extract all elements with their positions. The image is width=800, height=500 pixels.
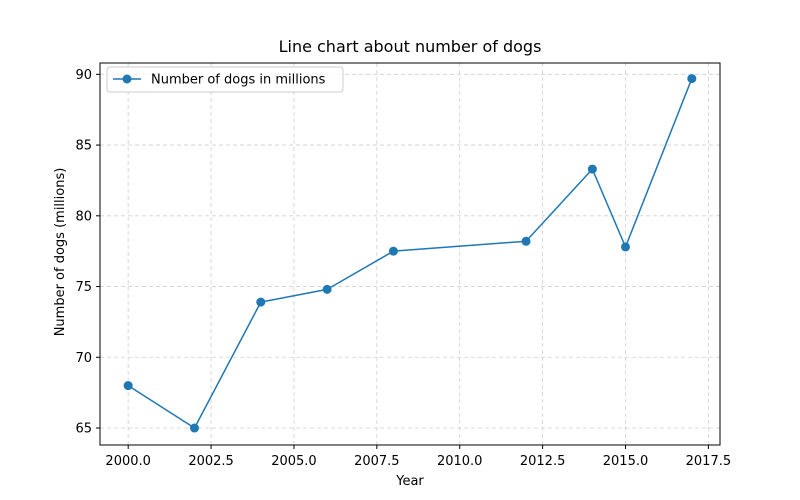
data-point: [621, 242, 631, 252]
y-axis-title: Number of dogs (millions): [53, 168, 68, 337]
data-point: [322, 284, 332, 294]
chart-title: Line chart about number of dogs: [279, 37, 542, 56]
x-tick-label: 2005.0: [271, 454, 317, 469]
x-tick-label: 2007.5: [354, 454, 400, 469]
series-layer: [123, 74, 697, 433]
x-tick-label: 2015.0: [603, 454, 649, 469]
data-point: [587, 164, 597, 174]
x-axis-title: Year: [395, 474, 424, 489]
data-point: [189, 423, 199, 433]
grid: [100, 63, 720, 445]
y-tick-label: 90: [75, 68, 92, 83]
x-tick-label: 2000.0: [105, 454, 151, 469]
data-point: [687, 74, 697, 84]
x-tick-label: 2012.5: [520, 454, 566, 469]
y-axis-ticks: 65 70 75 80 85 90: [75, 68, 100, 437]
data-point: [388, 246, 398, 256]
data-point: [256, 297, 266, 307]
x-tick-label: 2017.5: [686, 454, 732, 469]
x-tick-label: 2010.0: [437, 454, 483, 469]
x-tick-label: 2002.5: [188, 454, 234, 469]
y-tick-label: 80: [75, 209, 92, 224]
y-tick-label: 85: [75, 139, 92, 154]
y-tick-label: 75: [75, 280, 92, 295]
legend-box: [106, 66, 344, 93]
y-tick-label: 65: [75, 422, 92, 437]
legend-marker-swatch: [122, 74, 132, 84]
x-axis-ticks: 2000.0 2002.5 2005.0 2007.5 2010.0 2012.5 2015…: [105, 445, 731, 469]
data-point: [123, 381, 133, 391]
y-tick-label: 70: [75, 351, 92, 366]
legend: Number of dogs in millions: [106, 66, 344, 93]
plot-area-frame: [99, 62, 721, 446]
legend-label: Number of dogs in millions: [151, 73, 326, 88]
data-point: [521, 236, 531, 246]
